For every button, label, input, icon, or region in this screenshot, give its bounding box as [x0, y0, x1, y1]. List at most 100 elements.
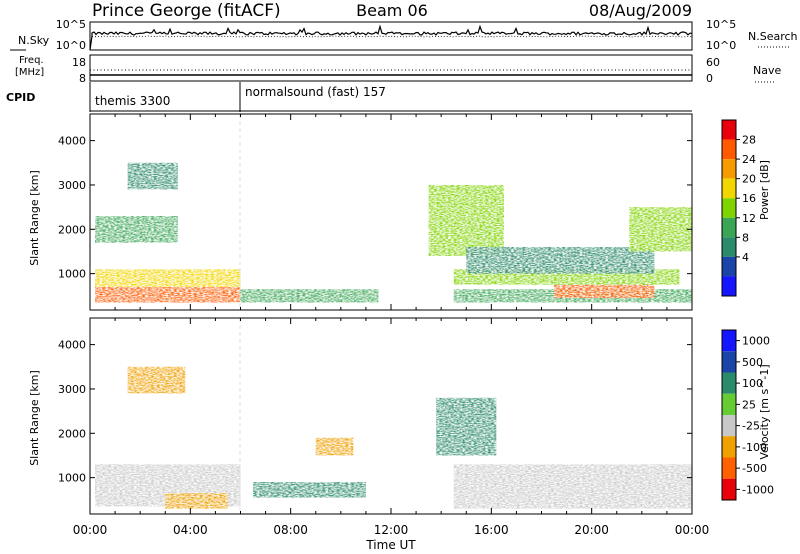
velocity-colorbar-swatch [722, 478, 736, 500]
freq-label: Freq. [19, 55, 44, 66]
velocity-colorbar-label: 100 [742, 377, 763, 390]
velocity-colorbar-label: -500 [742, 462, 767, 475]
velocity-colorbar: 1000 500 100 25 -25 -100 -500 -1000 Velocity [m… [721, 329, 774, 501]
power-region [240, 289, 379, 303]
velocity-region [436, 397, 497, 456]
velocity-data-layer [95, 366, 692, 509]
plot-title: Prince George (fitACF) [92, 1, 281, 21]
power-region [95, 286, 241, 303]
velocity-region [127, 366, 186, 394]
nsearch-label: N.Search [748, 30, 798, 43]
velocity-colorbar-frame [721, 329, 737, 501]
power-colorbar-frame [721, 119, 737, 297]
power-colorbar-swatch [722, 120, 736, 140]
nsky-tick-bottom: 10^0 [56, 39, 86, 52]
velocity-colorbar-swatch [722, 436, 736, 458]
power-ylabel: Slant Range [km] [28, 170, 41, 266]
power-colorbar-title: Power [dB] [758, 160, 771, 220]
freq-tick-top: 18 [72, 56, 86, 69]
velocity-ylabel: Slant Range [km] [28, 370, 41, 466]
noise-search-series [91, 35, 692, 38]
power-region [95, 215, 178, 243]
x-tick-label: 20:00 [574, 523, 609, 537]
nave-tick-bottom: 0 [706, 72, 713, 85]
nsearch-tick-bottom: 10^0 [706, 39, 736, 52]
velocity-region [315, 437, 354, 456]
x-tick-label: 00:00 [73, 523, 108, 537]
velocity-colorbar-swatch [722, 393, 736, 415]
velocity-colorbar-label: 500 [742, 356, 763, 369]
y-tick-label: 3000 [58, 179, 86, 192]
noise-sky-series [89, 24, 693, 51]
x-axis-label: Time UT [365, 538, 416, 552]
power-colorbar-swatch [722, 256, 736, 277]
x-tick-label: 16:00 [474, 523, 509, 537]
power-colorbar-swatch [722, 159, 736, 179]
x-tick-label: 08:00 [273, 523, 308, 537]
y-tick-label: 2000 [58, 223, 86, 236]
velocity-colorbar-label: 1000 [742, 335, 770, 348]
x-axis: 00:00 04:00 08:00 12:00 16:00 20:00 00:00 [73, 523, 710, 537]
velocity-colorbar-swatch [722, 457, 736, 479]
power-region [629, 207, 692, 252]
cpid-label: CPID [6, 91, 35, 104]
power-region [554, 284, 655, 299]
power-region [95, 269, 241, 287]
power-colorbar-label: 12 [742, 212, 756, 225]
freq-unit-label: [MHz] [15, 67, 44, 78]
velocity-colorbar-swatch [722, 351, 736, 373]
beam-label: Beam 06 [356, 1, 428, 20]
velocity-region [453, 464, 692, 509]
power-colorbar-swatch [722, 276, 736, 296]
cpid-segment-2: normalsound (fast) 157 [245, 85, 386, 99]
power-colorbar-label: 16 [742, 192, 756, 205]
power-colorbar: 28 24 20 16 12 8 4 Power [dB] [721, 119, 771, 297]
power-colorbar-swatch [722, 178, 736, 199]
nsky-label: N.Sky [18, 34, 50, 47]
x-tick-label: 04:00 [173, 523, 208, 537]
x-tick-label: 00:00 [675, 523, 710, 537]
power-colorbar-label: 24 [742, 153, 756, 166]
nsky-tick-top: 10^5 [56, 18, 86, 31]
power-colorbar-swatch [722, 139, 736, 160]
cpid-panel: CPID themis 3300 normalsound (fast) 157 [6, 82, 692, 112]
velocity-colorbar-swatch [722, 415, 736, 437]
y-tick-label: 4000 [58, 339, 86, 352]
power-colorbar-label: 4 [742, 251, 749, 264]
cpid-segment-1: themis 3300 [95, 94, 170, 108]
freq-tick-bottom: 8 [79, 72, 86, 85]
power-region [127, 162, 178, 190]
velocity-colorbar-title: Velocity [m s^-1] [758, 364, 771, 459]
velocity-colorbar-label: -1000 [742, 483, 774, 496]
y-tick-label: 4000 [58, 135, 86, 148]
velocity-panel: 4000 3000 2000 1000 Slant Range [km] [28, 317, 693, 515]
y-tick-label: 2000 [58, 427, 86, 440]
velocity-region [253, 482, 366, 498]
power-panel: 4000 3000 2000 1000 Slant Range [km] [28, 113, 693, 311]
y-tick-label: 1000 [58, 472, 86, 485]
power-data-layer [95, 162, 692, 303]
velocity-region [165, 493, 228, 509]
power-colorbar-label: 20 [742, 173, 756, 186]
x-tick-label: 12:00 [374, 523, 409, 537]
noise-panel: N.Sky 10^5 10^0 10^5 10^0 N.Search [10, 18, 798, 52]
velocity-colorbar-swatch [722, 372, 736, 394]
nave-tick-top: 60 [706, 56, 720, 69]
power-colorbar-label: 28 [742, 134, 756, 147]
power-colorbar-label: 8 [742, 231, 749, 244]
y-tick-label: 1000 [58, 268, 86, 281]
date-label: 08/Aug/2009 [589, 1, 692, 20]
freq-panel: Freq. [MHz] 18 8 60 0 Nave [15, 54, 781, 85]
power-colorbar-swatch [722, 198, 736, 218]
nave-label: Nave [753, 64, 781, 77]
y-tick-label: 3000 [58, 383, 86, 396]
velocity-colorbar-label: -25 [742, 420, 760, 433]
velocity-colorbar-swatch [722, 330, 736, 352]
velocity-colorbar-label: -100 [742, 441, 767, 454]
power-colorbar-swatch [722, 237, 736, 257]
power-region [428, 184, 504, 256]
power-region [466, 247, 655, 274]
velocity-colorbar-label: 25 [742, 398, 756, 411]
power-colorbar-swatch [722, 217, 736, 238]
